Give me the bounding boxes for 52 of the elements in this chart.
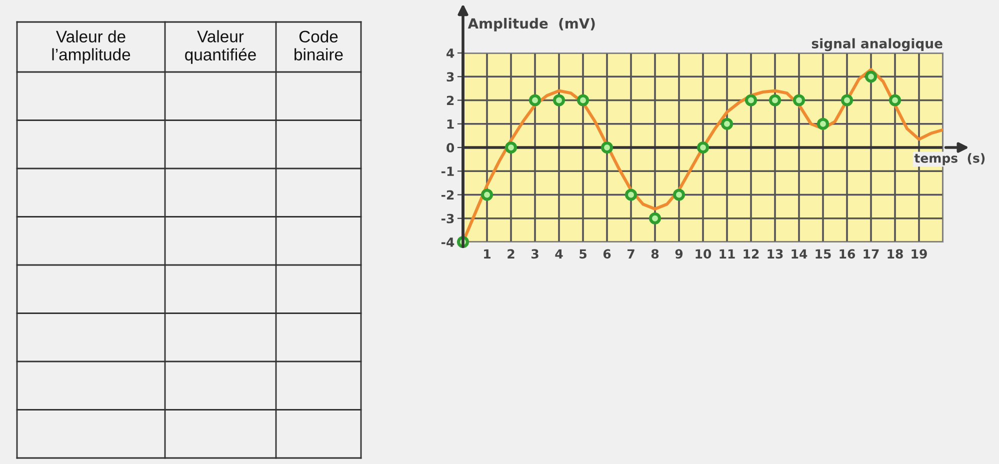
text: Code binaire xyxy=(294,30,343,60)
y-tick-label: -1 xyxy=(441,166,454,176)
point xyxy=(552,94,566,106)
y-tick-label: 4 xyxy=(446,48,454,58)
point xyxy=(720,118,734,130)
point xyxy=(840,94,854,106)
y-tick-label: 1 xyxy=(447,120,454,129)
x-tick-label: 7 xyxy=(627,249,634,258)
y-tick-label: -2 xyxy=(441,190,454,200)
point xyxy=(528,94,542,106)
x-tick-label: 10 xyxy=(696,249,712,259)
point xyxy=(816,118,830,130)
text: Valeur de l’amplitude xyxy=(52,30,130,64)
y-tick-label: 0 xyxy=(446,142,454,152)
x-tick-label: 15 xyxy=(816,249,831,259)
point xyxy=(672,188,686,201)
point xyxy=(576,94,590,106)
point xyxy=(864,70,878,83)
point xyxy=(600,141,614,154)
x-tick-label: 6 xyxy=(603,249,611,259)
x-tick-label: 4 xyxy=(555,249,563,258)
x-axis-title: temps (s) xyxy=(914,153,985,166)
y-axis-title: Amplitude (mV) xyxy=(468,18,595,32)
point xyxy=(624,188,638,201)
x-tick-label: 8 xyxy=(651,249,659,259)
point xyxy=(888,94,902,106)
x-tick-label: 16 xyxy=(840,249,856,259)
chart-title: signal analogique xyxy=(812,38,942,52)
x-tick-label: 18 xyxy=(888,249,903,259)
text: Valeur quantifiée xyxy=(185,30,256,64)
y-tick-label: -4 xyxy=(441,238,454,247)
x-tick-label: 13 xyxy=(768,249,783,259)
point xyxy=(744,94,758,106)
x-tick-label: 5 xyxy=(580,249,586,259)
x-tick-label: 19 xyxy=(912,249,927,259)
x-tick-label: 9 xyxy=(675,249,683,259)
x-tick-label: 12 xyxy=(744,249,759,258)
point xyxy=(792,94,806,106)
point xyxy=(648,212,662,224)
x-tick-label: 11 xyxy=(720,249,735,258)
x-tick-label: 3 xyxy=(531,249,538,259)
point xyxy=(504,141,518,154)
y-tick-label: -3 xyxy=(441,214,454,224)
point xyxy=(768,94,782,106)
x-tick-label: 14 xyxy=(792,249,808,258)
x-tick-label: 1 xyxy=(484,249,490,258)
y-tick-label: 3 xyxy=(446,72,454,82)
point xyxy=(696,141,710,154)
x-tick-label: 2 xyxy=(508,249,514,258)
y-tick-label: 2 xyxy=(446,96,454,105)
x-tick-label: 17 xyxy=(864,249,879,258)
point xyxy=(480,188,494,201)
